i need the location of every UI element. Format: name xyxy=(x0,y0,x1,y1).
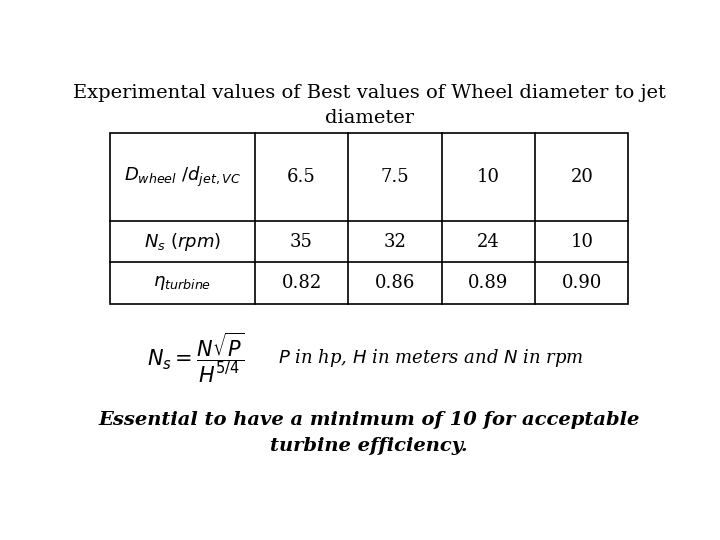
Text: $P$ in hp, $H$ in meters and $N$ in rpm: $P$ in hp, $H$ in meters and $N$ in rpm xyxy=(278,347,583,369)
Text: $D_{wheel}\ /d_{jet,VC}$: $D_{wheel}\ /d_{jet,VC}$ xyxy=(124,165,240,189)
Text: Experimental values of Best values of Wheel diameter to jet
diameter: Experimental values of Best values of Wh… xyxy=(73,84,665,126)
Text: 10: 10 xyxy=(570,233,593,251)
Text: 0.89: 0.89 xyxy=(468,274,508,292)
Text: 0.86: 0.86 xyxy=(374,274,415,292)
Text: $N_s\ (rpm)$: $N_s\ (rpm)$ xyxy=(143,231,221,253)
Text: 6.5: 6.5 xyxy=(287,168,316,186)
Bar xyxy=(109,133,629,304)
Text: 0.82: 0.82 xyxy=(282,274,322,292)
Text: 24: 24 xyxy=(477,233,500,251)
Text: 7.5: 7.5 xyxy=(381,168,409,186)
Text: $\eta_{turbine}$: $\eta_{turbine}$ xyxy=(153,274,211,292)
Text: Essential to have a minimum of 10 for acceptable
turbine efficiency.: Essential to have a minimum of 10 for ac… xyxy=(99,410,639,455)
Text: 10: 10 xyxy=(477,168,500,186)
Text: 20: 20 xyxy=(570,168,593,186)
Text: $N_s = \dfrac{N\sqrt{P}}{H^{5/4}}$: $N_s = \dfrac{N\sqrt{P}}{H^{5/4}}$ xyxy=(148,331,245,385)
Text: 35: 35 xyxy=(290,233,313,251)
Text: 32: 32 xyxy=(384,233,406,251)
Text: 0.90: 0.90 xyxy=(562,274,602,292)
